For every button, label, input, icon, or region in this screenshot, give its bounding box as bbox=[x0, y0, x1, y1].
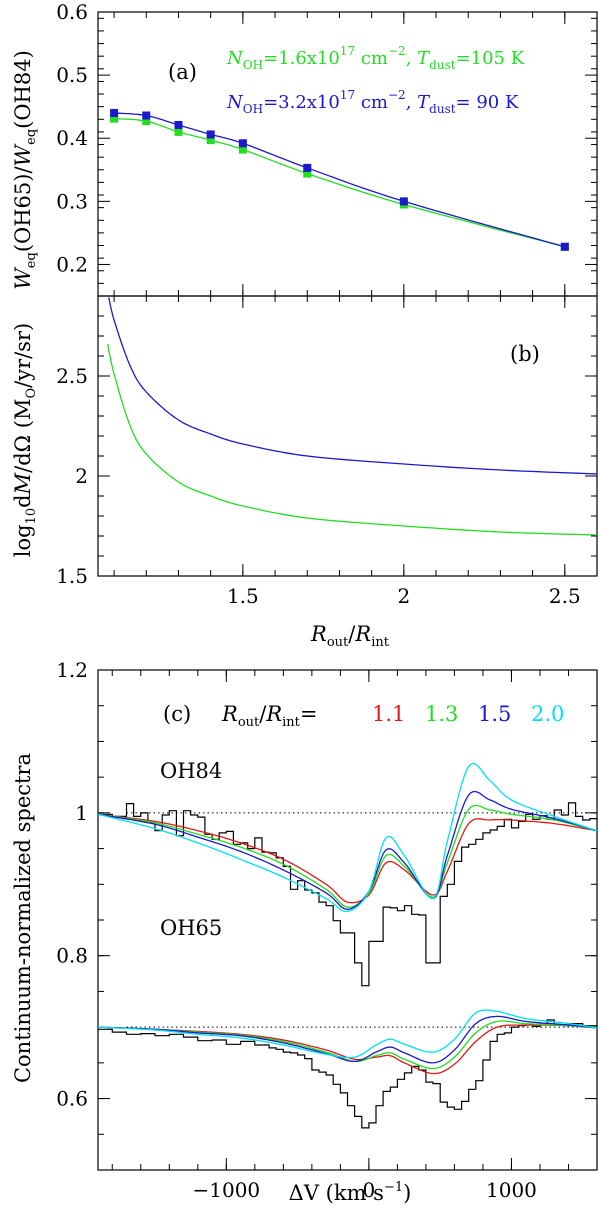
panel-a-point-s2-1 bbox=[110, 108, 119, 117]
panel-a-point-s2-8 bbox=[560, 242, 569, 251]
panel-b-series-line-2 bbox=[108, 297, 598, 475]
panel-a-series bbox=[110, 108, 569, 251]
panel-c-ytick-label: 0.6 bbox=[56, 1087, 88, 1111]
observed-spectrum-oh65 bbox=[98, 1019, 598, 1129]
panel-c-tag: (c) bbox=[163, 702, 191, 726]
panel-c-y-ticks: 0.6 0.8 1 1.2 bbox=[56, 658, 597, 1171]
panel-c-ytick-label: 1 bbox=[75, 801, 88, 825]
line-label-oh84: OH84 bbox=[160, 759, 222, 783]
panel-a-ytick-label: 0.6 bbox=[56, 0, 88, 24]
legend-c-1.5: 1.5 bbox=[478, 702, 511, 726]
panel-a-point-s1-2 bbox=[142, 117, 151, 126]
panel-a-point-s2-7 bbox=[399, 197, 408, 206]
panel-a-tag: (a) bbox=[168, 60, 197, 84]
panel-a-series-line-2 bbox=[114, 112, 565, 248]
panel-b: (b) 1.5 2 2.5 1.5 2 2.5 log10dM/dΩ (MO/yr/sr… bbox=[11, 295, 598, 650]
legend-a-entry-1: NOH=1.6x1017 cm−2, Tdust=105 K bbox=[226, 44, 525, 72]
panel-b-tag: (b) bbox=[510, 342, 540, 366]
model-oh84-1.1 bbox=[97, 813, 598, 904]
panel-a-series-line-1 bbox=[114, 118, 565, 248]
panel-b-x-ticks: 1.5 2 2.5 bbox=[113, 296, 581, 608]
legend-c-1.3: 1.3 bbox=[425, 702, 458, 726]
model-oh65-2.0 bbox=[97, 1009, 598, 1059]
panel-c-ytick-label: 0.8 bbox=[56, 944, 88, 968]
legend-c-2.0: 2.0 bbox=[531, 702, 564, 726]
line-label-oh65: OH65 bbox=[160, 916, 222, 940]
panel-c-xtick-label: 0 bbox=[363, 1178, 376, 1202]
panel-c: (c) Rout/Rint= 1.1 1.3 1.5 2.0 OH84 OH65… bbox=[11, 658, 598, 1205]
panel-c-xtick-label: 1000 bbox=[486, 1178, 537, 1202]
panel-b-xlabel: Rout/Rint bbox=[310, 622, 390, 650]
panel-b-xtick-label: 2 bbox=[397, 584, 410, 608]
panel-a-point-s1-3 bbox=[174, 127, 183, 136]
model-oh65-1.1 bbox=[97, 1024, 598, 1075]
panel-b-series bbox=[107, 297, 598, 536]
panel-a-point-s2-6 bbox=[303, 163, 312, 172]
panel-a-point-s1-1 bbox=[110, 114, 119, 123]
panel-c-xtick-label: −1000 bbox=[192, 1178, 260, 1202]
panel-b-ytick-label: 2 bbox=[75, 464, 88, 488]
panel-a-point-s2-5 bbox=[238, 139, 247, 148]
panel-b-ytick-label: 1.5 bbox=[56, 564, 88, 588]
panel-a-ylabel: Weq(OH65)/Weq(OH84) bbox=[11, 50, 39, 290]
panel-a-point-s2-3 bbox=[174, 120, 183, 129]
model-oh84-1.5 bbox=[97, 790, 598, 910]
legend-c-1.1: 1.1 bbox=[372, 702, 405, 726]
observed-spectrum-oh84 bbox=[98, 802, 598, 987]
panel-b-frame bbox=[97, 295, 598, 577]
panel-b-xtick-label: 2.5 bbox=[549, 584, 581, 608]
panel-b-ylabel: log10dM/dΩ (MO/yr/sr) bbox=[11, 323, 39, 557]
panel-a-point-s2-2 bbox=[142, 111, 151, 120]
panel-c-legend-label: Rout/Rint= bbox=[221, 702, 318, 730]
model-oh84-2.0 bbox=[97, 762, 598, 913]
panel-a-point-s2-4 bbox=[206, 130, 215, 139]
panel-c-ytick-label: 1.2 bbox=[56, 658, 88, 682]
panel-a-ytick-label: 0.4 bbox=[56, 126, 88, 150]
panel-a-ytick-label: 0.3 bbox=[56, 189, 88, 213]
panel-a-point-s1-4 bbox=[206, 136, 215, 145]
legend-a-entry-2: NOH=3.2x1017 cm−2, Tdust= 90 K bbox=[226, 88, 519, 116]
panel-a-y-ticks: 0.2 0.3 0.4 0.5 0.6 bbox=[56, 0, 597, 297]
panel-c-ylabel: Continuum-normalized spectra bbox=[11, 753, 35, 1083]
panel-b-xtick-label: 1.5 bbox=[227, 584, 259, 608]
panel-a-ytick-label: 0.2 bbox=[56, 252, 88, 276]
panel-a-ytick-label: 0.5 bbox=[56, 63, 88, 87]
panel-c-series bbox=[97, 762, 598, 1129]
panel-c-x-ticks: −1000 0 1000 bbox=[111, 670, 598, 1202]
panel-b-series-line-1 bbox=[107, 343, 598, 536]
panel-a-point-s1-6 bbox=[303, 169, 312, 178]
panel-b-y-ticks: 1.5 2 2.5 bbox=[56, 295, 597, 588]
panel-c-xlabel: ΔV (km s−1) bbox=[289, 1180, 412, 1205]
model-oh65-1.3 bbox=[97, 1020, 598, 1070]
model-oh84-1.3 bbox=[97, 804, 598, 908]
panel-a: (a) 0.2 0.3 0.4 0.5 0.6 NOH=1.6x1017 cm−2, T… bbox=[11, 0, 598, 297]
panel-b-ytick-label: 2.5 bbox=[56, 364, 88, 388]
panel-a-point-s1-5 bbox=[238, 145, 247, 154]
model-oh65-1.5 bbox=[97, 1015, 598, 1064]
